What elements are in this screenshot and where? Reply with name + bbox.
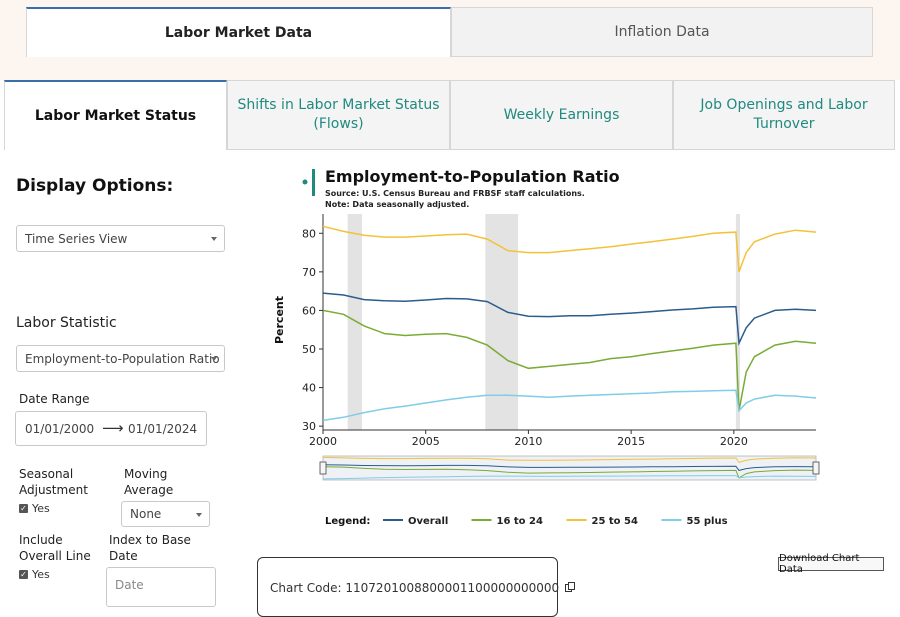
legend-item-55-plus: 55 plus [687, 516, 728, 527]
view-select[interactable]: Time Series View [16, 225, 225, 252]
y-axis-label: Percent [273, 296, 286, 344]
employment-ratio-chart: Employment-to-Population Ratio Source: U… [273, 167, 820, 527]
date-range-label: Date Range [19, 392, 90, 406]
statistic-select-value: Employment-to-Population Ratio (... [25, 351, 225, 366]
right-arrow-icon: ⟶ [102, 419, 124, 437]
seasonal-adjustment-label: Seasonal Adjustment [19, 467, 88, 497]
x-tick-label-2010: 2010 [514, 435, 542, 448]
x-tick-label-2020: 2020 [720, 435, 748, 448]
seasonal-adjustment-value: Yes [32, 502, 50, 515]
tab-labor-market-status[interactable]: Labor Market Status [4, 80, 227, 150]
range-navigator[interactable] [319, 455, 820, 481]
navigator-right-handle[interactable] [812, 461, 820, 475]
y-tick-label-60: 60 [302, 304, 316, 317]
tab-inflation-data[interactable]: Inflation Data [451, 7, 873, 57]
navigator-line-25-to-54 [322, 456, 817, 463]
navigator-line-16-to-24 [322, 466, 817, 479]
sub-tab-bar: Labor Market Status Shifts in Labor Mark… [4, 80, 895, 150]
series-line-16-to-24 [322, 309, 817, 411]
legend-item-25-to-54: 25 to 54 [592, 516, 638, 527]
tab-weekly-earnings[interactable]: Weekly Earnings [450, 80, 673, 150]
labor-statistic-label: Labor Statistic [16, 315, 117, 331]
download-chart-data-button[interactable]: Download Chart Data [778, 553, 884, 575]
legend-item-overall: Overall [408, 516, 448, 527]
chevron-down-icon [196, 513, 202, 517]
date-range-picker[interactable]: 01/01/2000 ⟶ 01/01/2024 [15, 411, 207, 446]
recession-band-0 [347, 214, 363, 430]
y-tick-label-40: 40 [302, 382, 316, 395]
y-tick-label-80: 80 [302, 227, 316, 240]
chevron-down-icon [211, 357, 217, 361]
view-select-value: Time Series View [25, 231, 128, 246]
statistic-select[interactable]: Employment-to-Population Ratio (... [16, 345, 225, 372]
x-tick-label-2015: 2015 [617, 435, 645, 448]
seasonal-adjustment-checkbox[interactable]: ✓ Yes [19, 502, 50, 515]
chart-code-box: Chart Code: 1107201008800001100000000000 [257, 557, 575, 617]
title-bullet [302, 179, 308, 185]
check-icon: ✓ [19, 504, 28, 513]
chart-code-label: Chart Code: [270, 581, 342, 595]
series-line-25-to-54 [322, 225, 817, 273]
chart-code-value: 1107201008800001100000000000 [345, 581, 560, 595]
moving-average-label: Moving Average [124, 467, 174, 497]
recession-band-1 [485, 214, 519, 430]
top-band: Labor Market Data Inflation Data [0, 0, 900, 80]
y-tick-label-70: 70 [302, 266, 316, 279]
x-tick-label-2000: 2000 [309, 435, 337, 448]
tab-labor-market-data[interactable]: Labor Market Data [26, 7, 451, 57]
series-line-overall [322, 292, 817, 347]
include-overall-line-value: Yes [32, 568, 50, 581]
navigator-line-55-plus [322, 475, 817, 480]
date-end[interactable]: 01/01/2024 [128, 422, 198, 436]
x-tick-label-2005: 2005 [412, 435, 440, 448]
display-options-title: Display Options: [16, 176, 174, 196]
legend-item-16-to-24: 16 to 24 [497, 516, 543, 527]
chart-source: Source: U.S. Census Bureau and FRBSF sta… [325, 189, 585, 198]
y-tick-label-30: 30 [302, 420, 316, 433]
tab-flows[interactable]: Shifts in Labor Market Status (Flows) [227, 80, 450, 150]
plot-area: 30 40 50 60 70 80 2000 2005 2010 2015 2020 [302, 214, 817, 448]
navigator-line-overall [322, 464, 817, 471]
moving-average-value: None [130, 507, 162, 521]
legend-title: Legend: [325, 516, 370, 527]
check-icon: ✓ [19, 570, 28, 579]
index-base-date-label: Index to Base Date [109, 533, 191, 563]
chart-title: Employment-to-Population Ratio [325, 168, 620, 186]
tab-job-openings[interactable]: Job Openings and Labor Turnover [673, 80, 895, 150]
chart-note: Note: Data seasonally adjusted. [325, 200, 469, 209]
include-overall-line-label: Include Overall Line [19, 533, 91, 563]
series-line-55-plus [322, 389, 817, 422]
chevron-down-icon [211, 237, 217, 241]
navigator-left-handle[interactable] [319, 461, 327, 475]
date-start[interactable]: 01/01/2000 [25, 422, 95, 436]
index-base-date-input[interactable]: Date [106, 567, 216, 607]
include-overall-line-checkbox[interactable]: ✓ Yes [19, 568, 50, 581]
chart-panel: Employment-to-Population Ratio Source: U… [263, 167, 876, 541]
copy-icon[interactable] [565, 582, 575, 593]
y-tick-label-50: 50 [302, 343, 316, 356]
moving-average-select[interactable]: None [121, 501, 210, 527]
chart-legend: Legend: Overall 16 to 24 25 to 54 55 plus [325, 516, 728, 527]
title-accent-bar [312, 169, 315, 196]
